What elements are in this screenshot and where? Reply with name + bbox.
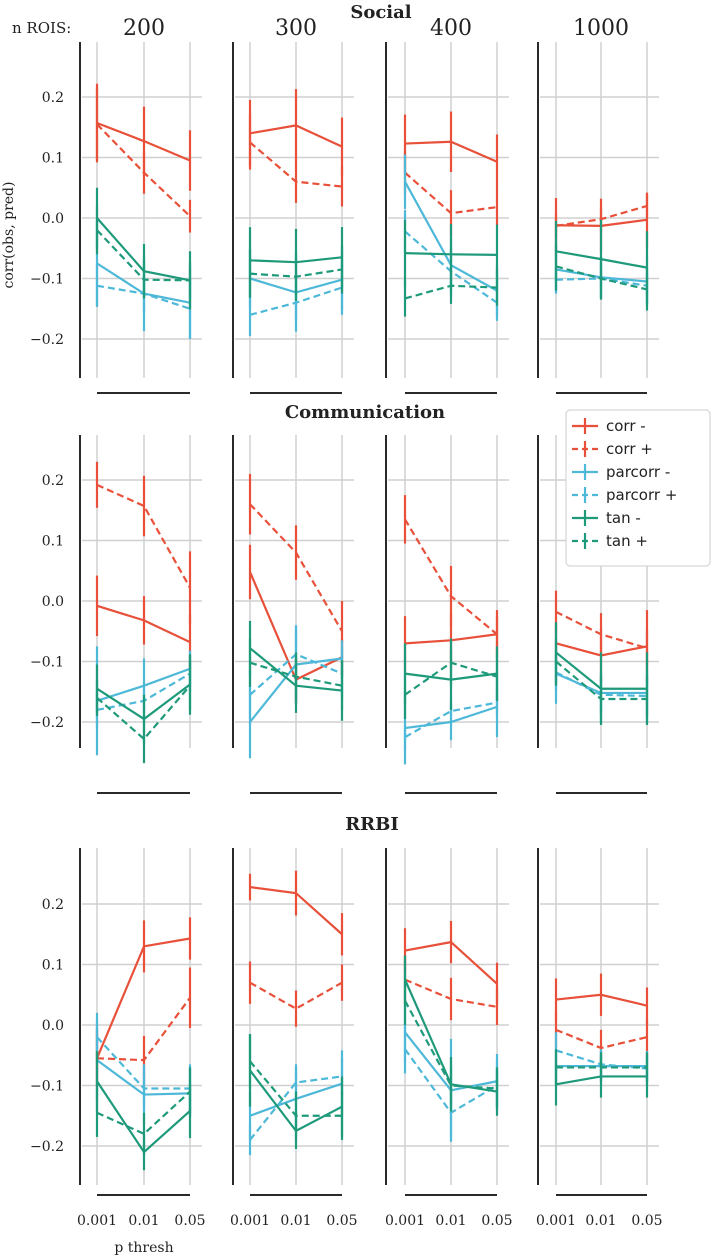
series-tan-plus [554,1049,649,1086]
x-tick-label: 0.05 [631,1213,662,1229]
legend-label: tan + [606,532,648,550]
y-tick-label: −0.2 [30,332,64,348]
series-corr-plus [248,961,344,1027]
y-tick-label: −0.1 [30,1079,64,1095]
x-tick-label: 0.05 [481,1213,512,1229]
legend-item: tan - [572,509,641,527]
panel-rrbi-1000: 0.001 0.01 0.05 [536,848,663,1229]
series-line [404,1000,498,1090]
legend-label: corr + [606,440,653,458]
series-corr-plus [403,495,499,653]
series-line [96,483,191,589]
series-corr-minus [248,870,344,956]
series-tan-plus [248,245,344,301]
n-rois-header: 200 [123,16,165,41]
series-line [249,981,343,1010]
legend-item: parcorr + [572,486,677,504]
series-tan-plus [403,638,499,719]
x-axis-label: p thresh [114,1240,173,1256]
y-tick-label: 0.1 [42,151,64,167]
series-corr-plus [95,87,192,233]
series-tan-plus [95,1067,192,1156]
row-title: Communication [285,402,445,423]
x-tick-label: 0.001 [385,1213,425,1229]
y-tick-label: −0.1 [30,655,64,671]
panel-social-300 [232,42,354,394]
legend-item: tan + [572,532,648,550]
series-line [96,1090,191,1136]
legend-item: parcorr - [572,463,670,481]
x-tick-label: 0.01 [280,1213,311,1229]
series-tan-plus [95,661,192,764]
legend-box [565,409,711,567]
row-title: Social [350,2,411,23]
panel-communication-200: 0.2 0.1 0.0 −0.1 −0.2 [30,435,202,794]
legend-label: tan - [606,509,641,527]
series-corr-minus [403,920,499,1006]
series-tan-plus [95,205,192,299]
y-tick-label: 0.0 [42,594,64,610]
panel-communication-400 [385,435,509,794]
legend-label: parcorr + [606,486,677,504]
panel-social-200: 0.2 0.1 0.0 −0.1 −0.2 [30,42,202,394]
x-tick-label: 0.01 [585,1213,616,1229]
x-tick-label: 0.01 [435,1213,466,1229]
series-line [249,1075,343,1141]
series-corr-plus [95,461,192,624]
n-rois-header: 400 [430,16,472,41]
y-tick-label: 0.0 [42,211,64,227]
x-tick-label: 0.05 [174,1213,205,1229]
x-tick-label: 0.05 [326,1213,357,1229]
panel-rrbi-200: 0.2 0.1 0.0 −0.1 −0.2 0.001 0.01 0.05 [30,848,206,1229]
panel-rrbi-300: 0.001 0.01 0.05 [230,848,358,1229]
y-tick-label: 0.2 [42,897,64,913]
legend: corr - corr + parcorr - parcorr + tan - tan + [565,409,711,567]
x-tick-label: 0.01 [128,1213,159,1229]
series-tan-plus [403,976,499,1107]
series-line [404,701,498,739]
x-tick-label: 0.001 [230,1213,270,1229]
series-tan-plus [403,267,499,317]
y-tick-label: 0.2 [42,90,64,106]
panel-rrbi-400: 0.001 0.01 0.05 [385,848,513,1229]
legend-label: parcorr - [606,463,670,481]
series-tan-plus [248,638,344,710]
y-tick-label: −0.2 [30,715,64,731]
panel-social-1000 [537,42,659,394]
x-tick-label: 0.001 [536,1213,576,1229]
x-tick-label: 0.001 [77,1213,117,1229]
n-rois-label: n ROIS: [12,19,71,37]
y-tick-label: 0.2 [42,473,64,489]
y-tick-label: 0.1 [42,958,64,974]
y-tick-label: −0.2 [30,1139,64,1155]
legend-label: corr - [606,417,646,435]
n-rois-header: 1000 [573,16,629,41]
y-tick-label: 0.0 [42,1018,64,1034]
y-tick-label: −0.1 [30,272,64,288]
row-title: RRBI [345,814,399,835]
series-tan-minus [403,219,499,287]
panel-social-400 [385,42,509,394]
y-tick-label: 0.1 [42,534,64,550]
y-axis-label: corr(obs, pred) [1,182,17,289]
series-tan-plus [248,1034,344,1140]
legend-item: corr + [572,440,653,458]
series-tan-plus [554,242,649,311]
n-rois-header: 300 [275,16,317,41]
series-tan-plus [554,637,649,724]
series-corr-plus [248,115,344,207]
legend-item: corr - [572,417,646,435]
panel-communication-300 [232,435,354,794]
